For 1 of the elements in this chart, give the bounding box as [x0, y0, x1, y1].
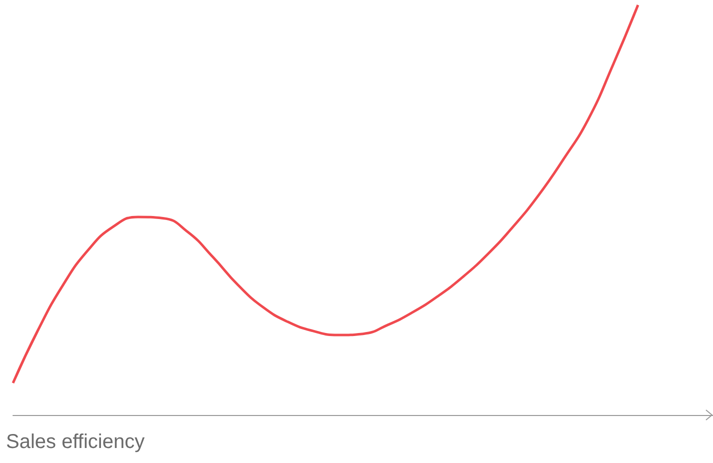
x-axis-title: Sales efficiency: [6, 431, 145, 453]
